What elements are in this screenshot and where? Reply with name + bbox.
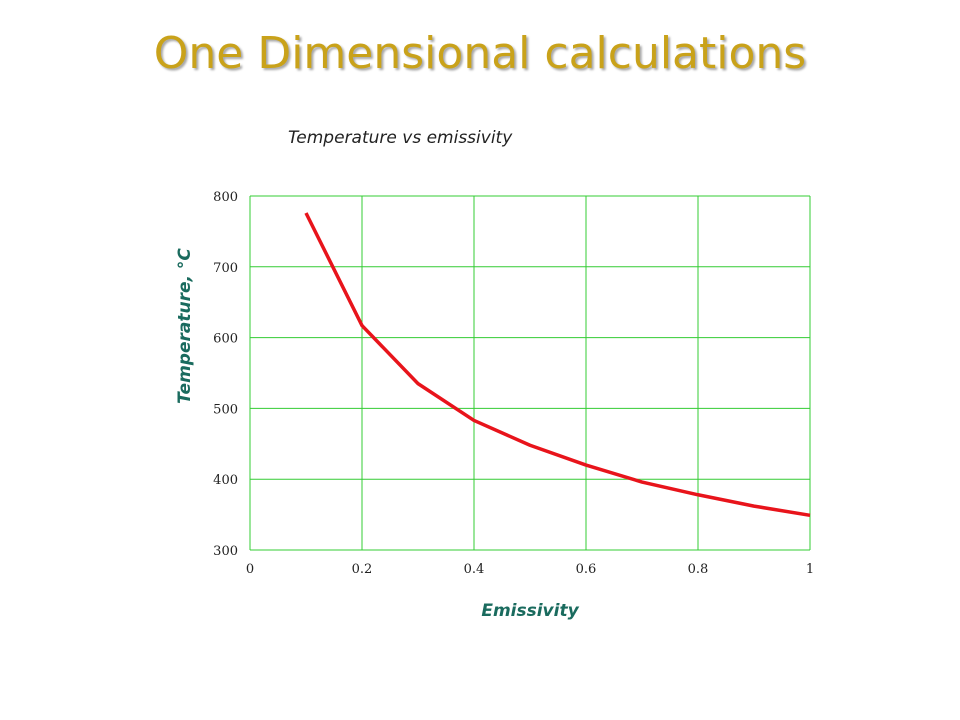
y-tick-label: 300 — [213, 544, 238, 559]
x-tick-labels: 0 0.2 0.4 0.6 0.8 1 — [246, 562, 814, 577]
series-layer — [304, 212, 811, 518]
x-tick-label: 0.6 — [576, 562, 597, 577]
series-line — [304, 212, 811, 518]
y-tick-label: 400 — [213, 473, 238, 488]
y-axis-label-unit: °C — [175, 248, 195, 270]
x-tick-label: 0.8 — [688, 562, 709, 577]
x-tick-label: 0.4 — [464, 562, 485, 577]
y-tick-label: 600 — [213, 332, 238, 347]
x-tick-label: 1 — [806, 562, 814, 577]
y-tick-label: 500 — [213, 402, 238, 417]
y-tick-label: 800 — [213, 190, 238, 205]
y-tick-labels: 300 400 500 600 700 800 — [213, 190, 238, 559]
chart-grid — [249, 195, 811, 551]
x-axis-label: Emissivity — [481, 601, 579, 621]
x-tick-label: 0 — [246, 562, 254, 577]
x-tick-label: 0.2 — [352, 562, 373, 577]
y-axis-label: Temperature, °C — [175, 248, 195, 404]
slide-title: One Dimensional calculations — [153, 28, 807, 79]
y-axis-label-text: Temperature, — [175, 269, 195, 404]
chart-title: Temperature vs emissivity — [288, 128, 513, 148]
y-tick-label: 700 — [213, 261, 238, 276]
